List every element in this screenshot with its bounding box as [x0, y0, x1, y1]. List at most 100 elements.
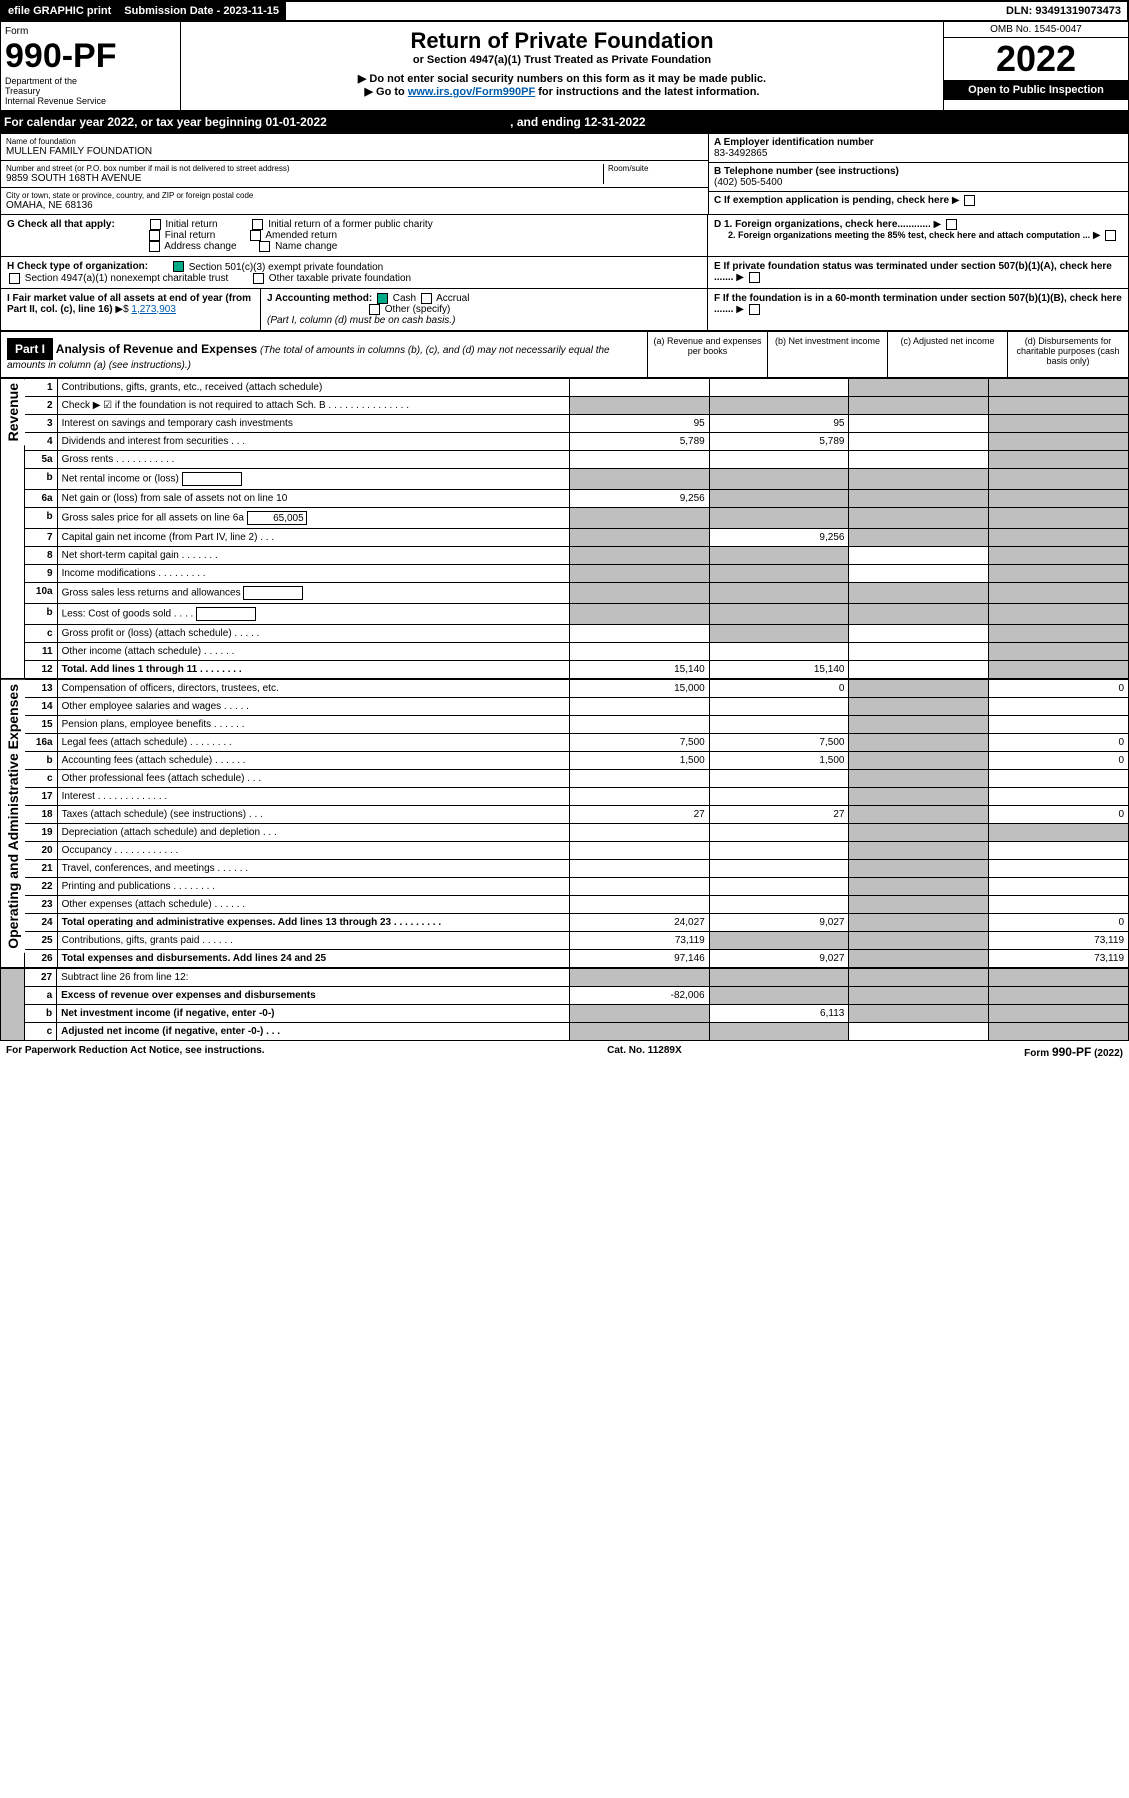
table-row: 22Printing and publications . . . . . . … — [25, 877, 1129, 895]
col-a-header: (a) Revenue and expenses per books — [648, 332, 768, 377]
j-cash-checkbox[interactable] — [377, 293, 388, 304]
e-label: E If private foundation status was termi… — [714, 261, 1112, 283]
omb-number: OMB No. 1545-0047 — [944, 22, 1128, 38]
table-row: 7Capital gain net income (from Part IV, … — [25, 528, 1129, 546]
footer-mid: Cat. No. 11289X — [607, 1045, 681, 1059]
dln: DLN: 93491319073473 — [1000, 2, 1127, 20]
table-row: 9Income modifications . . . . . . . . . — [25, 564, 1129, 582]
table-row: 21Travel, conferences, and meetings . . … — [25, 859, 1129, 877]
table-row: 6aNet gain or (loss) from sale of assets… — [25, 489, 1129, 507]
room-label: Room/suite — [608, 164, 703, 173]
table-row: 27Subtract line 26 from line 12: — [24, 968, 1128, 986]
table-row: 20Occupancy . . . . . . . . . . . . — [25, 841, 1129, 859]
c-checkbox[interactable] — [964, 195, 975, 206]
form-subtitle: or Section 4947(a)(1) Trust Treated as P… — [187, 54, 937, 66]
revenue-table: 1Contributions, gifts, grants, etc., rec… — [24, 378, 1129, 679]
section-i-j-row: I Fair market value of all assets at end… — [0, 289, 1129, 331]
table-row: 2Check ▶ ☑ if the foundation is not requ… — [25, 396, 1129, 414]
table-row: cGross profit or (loss) (attach schedule… — [25, 624, 1129, 642]
ein: 83-3492865 — [714, 148, 1123, 159]
part1-header: Part I Analysis of Revenue and Expenses … — [0, 331, 1129, 378]
table-row: 16aLegal fees (attach schedule) . . . . … — [25, 733, 1129, 751]
f-label: F If the foundation is in a 60-month ter… — [714, 293, 1122, 315]
entity-info: Name of foundation MULLEN FAMILY FOUNDAT… — [0, 133, 1129, 215]
table-row: bNet investment income (if negative, ent… — [24, 1004, 1128, 1022]
table-row: 10aGross sales less returns and allowanc… — [25, 582, 1129, 603]
part1-label: Part I — [7, 338, 53, 360]
phone-label: B Telephone number (see instructions) — [714, 166, 1123, 177]
d1-label: D 1. Foreign organizations, check here..… — [714, 219, 931, 230]
city: OMAHA, NE 68136 — [6, 200, 703, 211]
dept-2: Treasury — [5, 86, 176, 96]
irs-link[interactable]: www.irs.gov/Form990PF — [408, 86, 535, 98]
table-row: bNet rental income or (loss) — [25, 468, 1129, 489]
net-section: 27Subtract line 26 from line 12:aExcess … — [0, 968, 1129, 1041]
table-row: 23Other expenses (attach schedule) . . .… — [25, 895, 1129, 913]
city-label: City or town, state or province, country… — [6, 191, 703, 200]
name-label: Name of foundation — [6, 137, 703, 146]
addr-label: Number and street (or P.O. box number if… — [6, 164, 603, 173]
h-label: H Check type of organization: — [7, 262, 148, 273]
footer-right: Form 990-PF (2022) — [1024, 1045, 1123, 1059]
j-label: J Accounting method: — [267, 293, 372, 304]
table-row: 17Interest . . . . . . . . . . . . . — [25, 787, 1129, 805]
table-row: 14Other employee salaries and wages . . … — [25, 697, 1129, 715]
opex-label: Operating and Administrative Expenses — [1, 680, 25, 953]
dept-3: Internal Revenue Service — [5, 96, 176, 106]
d2-label: 2. Foreign organizations meeting the 85%… — [728, 230, 1090, 240]
open-inspection: Open to Public Inspection — [944, 80, 1128, 100]
table-row: 24Total operating and administrative exp… — [25, 913, 1129, 931]
g-label: G Check all that apply: — [7, 219, 115, 230]
part1-title: Analysis of Revenue and Expenses — [56, 342, 257, 356]
col-d-header: (d) Disbursements for charitable purpose… — [1008, 332, 1128, 377]
c-label: C If exemption application is pending, c… — [714, 195, 949, 206]
table-row: 8Net short-term capital gain . . . . . .… — [25, 546, 1129, 564]
table-row: 4Dividends and interest from securities … — [25, 432, 1129, 450]
revenue-section: Revenue 1Contributions, gifts, grants, e… — [0, 378, 1129, 679]
table-row: 25Contributions, gifts, grants paid . . … — [25, 931, 1129, 949]
col-b-header: (b) Net investment income — [768, 332, 888, 377]
table-row: bGross sales price for all assets on lin… — [25, 507, 1129, 528]
form-note2: ▶ Go to www.irs.gov/Form990PF for instru… — [187, 85, 937, 98]
table-row: 15Pension plans, employee benefits . . .… — [25, 715, 1129, 733]
i-value: 1,273,903 — [131, 304, 176, 315]
form-number: 990-PF — [5, 37, 176, 76]
table-row: cAdjusted net income (if negative, enter… — [24, 1022, 1128, 1040]
header-bar: efile GRAPHIC print Submission Date - 20… — [0, 0, 1129, 22]
expenses-table: 13Compensation of officers, directors, t… — [24, 679, 1129, 968]
h1-checkbox[interactable] — [173, 261, 184, 272]
table-row: 1Contributions, gifts, grants, etc., rec… — [25, 378, 1129, 396]
phone: (402) 505-5400 — [714, 177, 1123, 188]
section-h-row: H Check type of organization: Section 50… — [0, 257, 1129, 288]
table-row: 13Compensation of officers, directors, t… — [25, 679, 1129, 697]
submission-date: Submission Date - 2023-11-15 — [118, 2, 286, 20]
form-header: Form 990-PF Department of the Treasury I… — [0, 22, 1129, 111]
footer-left: For Paperwork Reduction Act Notice, see … — [6, 1045, 265, 1059]
revenue-label: Revenue — [1, 379, 25, 445]
dept-1: Department of the — [5, 76, 176, 86]
table-row: bAccounting fees (attach schedule) . . .… — [25, 751, 1129, 769]
table-row: 19Depreciation (attach schedule) and dep… — [25, 823, 1129, 841]
table-row: 11Other income (attach schedule) . . . .… — [25, 642, 1129, 660]
i-label: I Fair market value of all assets at end… — [7, 293, 251, 315]
address: 9859 SOUTH 168TH AVENUE — [6, 173, 603, 184]
calendar-year-row: For calendar year 2022, or tax year begi… — [0, 111, 1129, 133]
col-c-header: (c) Adjusted net income — [888, 332, 1008, 377]
form-title: Return of Private Foundation — [187, 28, 937, 54]
table-row: 12Total. Add lines 1 through 11 . . . . … — [25, 660, 1129, 678]
table-row: 5aGross rents . . . . . . . . . . . — [25, 450, 1129, 468]
form-note1: ▶ Do not enter social security numbers o… — [187, 72, 937, 85]
table-row: 26Total expenses and disbursements. Add … — [25, 949, 1129, 967]
foundation-name: MULLEN FAMILY FOUNDATION — [6, 146, 703, 157]
net-table: 27Subtract line 26 from line 12:aExcess … — [24, 968, 1129, 1041]
tax-year: 2022 — [944, 38, 1128, 80]
table-row: aExcess of revenue over expenses and dis… — [24, 986, 1128, 1004]
page-footer: For Paperwork Reduction Act Notice, see … — [0, 1041, 1129, 1063]
section-g-row: G Check all that apply: Initial return I… — [0, 215, 1129, 257]
ein-label: A Employer identification number — [714, 137, 1123, 148]
expenses-section: Operating and Administrative Expenses 13… — [0, 679, 1129, 968]
form-label: Form — [5, 26, 176, 37]
table-row: 18Taxes (attach schedule) (see instructi… — [25, 805, 1129, 823]
table-row: 3Interest on savings and temporary cash … — [25, 414, 1129, 432]
efile-label: efile GRAPHIC print — [2, 2, 118, 20]
